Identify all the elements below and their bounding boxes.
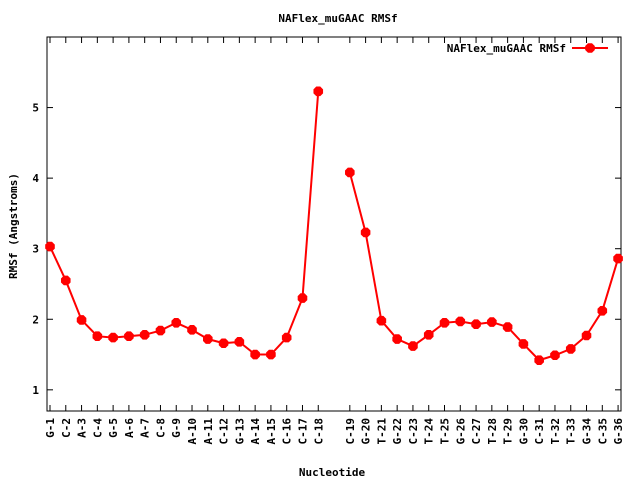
- chart-title: NAFlex_muGAAC RMSf: [278, 12, 397, 25]
- x-tick-label: G-5: [107, 418, 120, 438]
- y-tick-label: 4: [32, 172, 39, 185]
- data-point: [108, 332, 118, 343]
- x-tick-label: T-28: [486, 418, 499, 445]
- data-point: [313, 86, 324, 97]
- data-point: [597, 305, 608, 316]
- data-point: [234, 337, 245, 347]
- data-point: [60, 275, 71, 286]
- data-point: [345, 167, 355, 178]
- x-tick-label: G-22: [391, 418, 404, 445]
- data-point: [218, 338, 229, 349]
- x-tick-label: G-20: [360, 418, 373, 445]
- x-tick-label: C-35: [596, 418, 609, 445]
- series-rmsf: [45, 86, 623, 365]
- x-tick-label: A-11: [202, 418, 215, 445]
- x-tick-label: C-27: [470, 418, 483, 445]
- data-point: [471, 319, 481, 330]
- x-tick-label: G-13: [233, 418, 246, 445]
- x-axis-label: Nucleotide: [299, 466, 366, 479]
- series-line-segment: [348, 172, 620, 362]
- x-tick-label: G-34: [581, 418, 594, 445]
- x-tick-label: G-30: [517, 418, 530, 445]
- y-tick-label: 3: [32, 243, 39, 256]
- x-tick-label: A-10: [186, 418, 199, 445]
- y-tick-label: 2: [32, 313, 39, 326]
- data-point: [392, 334, 402, 344]
- data-point: [581, 330, 592, 341]
- x-tick-label: T-21: [375, 418, 388, 445]
- x-tick-label: C-18: [312, 418, 325, 445]
- y-axis: 1 2 3 4 5: [32, 102, 621, 397]
- data-point: [376, 315, 387, 326]
- x-tick-label: G-1: [44, 418, 57, 438]
- x-tick-label: C-8: [154, 418, 167, 438]
- data-point: [76, 315, 87, 325]
- x-tick-label: A-14: [249, 418, 262, 445]
- data-point: [297, 293, 308, 303]
- legend-label: NAFlex_muGAAC RMSf: [447, 42, 566, 55]
- x-tick-label: A-15: [265, 418, 278, 445]
- x-tick-label: C-16: [281, 418, 294, 445]
- x-tick-label: G-9: [170, 418, 183, 438]
- legend-marker: [585, 43, 595, 53]
- data-point: [139, 329, 150, 340]
- x-tick-label: C-19: [344, 418, 357, 445]
- data-point: [45, 241, 55, 252]
- x-tick-label: G-26: [454, 418, 467, 445]
- data-point: [534, 355, 544, 365]
- data-point: [423, 329, 434, 340]
- x-tick-label: C-2: [60, 418, 73, 438]
- x-tick-label: C-31: [533, 418, 546, 445]
- y-tick-label: 1: [32, 384, 39, 397]
- x-tick-label: G-36: [612, 418, 625, 445]
- data-point: [266, 349, 276, 360]
- x-tick-label: C-12: [218, 418, 231, 445]
- data-point: [360, 227, 371, 238]
- y-tick-label: 5: [32, 102, 39, 115]
- x-tick-label: A-3: [76, 418, 89, 438]
- data-point: [171, 317, 182, 328]
- data-point: [92, 331, 103, 341]
- data-point: [455, 316, 466, 327]
- data-point: [281, 332, 292, 343]
- data-point: [124, 331, 134, 341]
- data-point: [155, 325, 166, 336]
- x-tick-label: T-24: [423, 418, 436, 445]
- data-point: [408, 341, 418, 351]
- x-axis: G-1 C-2 A-3 C-4 G-5 A-6 A-7 C-8 G-9 A-10 A-11 C-12 G…: [44, 37, 625, 445]
- x-tick-label: A-7: [139, 418, 152, 438]
- x-tick-label: T-33: [565, 418, 578, 445]
- data-point: [250, 349, 260, 360]
- series-line-segment: [49, 91, 320, 356]
- x-tick-label: T-25: [439, 418, 452, 445]
- y-axis-label: RMSf (Angstroms): [7, 173, 20, 279]
- data-point: [502, 322, 513, 332]
- data-point: [518, 339, 529, 349]
- x-tick-label: C-23: [407, 418, 420, 445]
- plot-frame: [46, 36, 622, 412]
- data-point: [550, 350, 560, 361]
- data-point: [203, 334, 213, 344]
- x-tick-label: T-32: [549, 418, 562, 445]
- x-tick-label: T-29: [502, 418, 515, 445]
- legend: NAFlex_muGAAC RMSf: [447, 42, 608, 55]
- data-point: [613, 253, 623, 264]
- data-point: [487, 317, 497, 327]
- data-point: [187, 325, 197, 335]
- x-tick-label: A-6: [123, 418, 136, 438]
- x-tick-label: C-4: [91, 418, 104, 438]
- x-tick-label: C-17: [296, 418, 309, 445]
- data-point: [565, 344, 576, 354]
- data-point: [439, 317, 450, 328]
